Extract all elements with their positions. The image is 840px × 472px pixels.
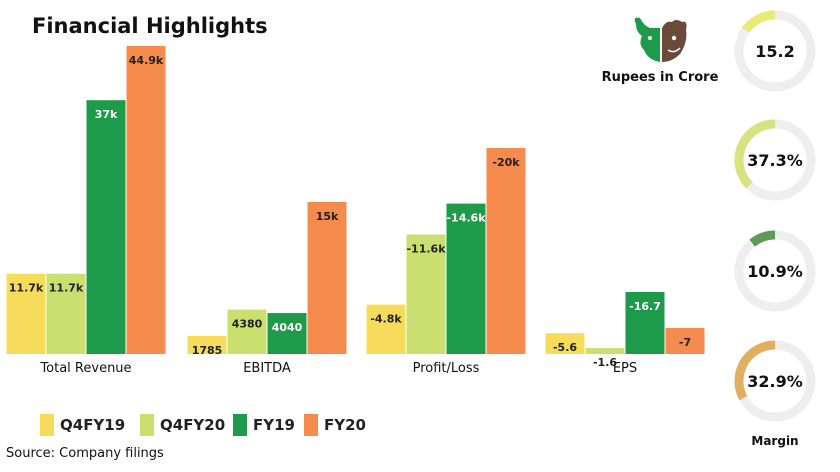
legend-swatch (304, 414, 318, 436)
bar-profit-loss-fy19 (446, 203, 486, 354)
bar-data-label: 44.9k (129, 54, 164, 67)
bar-data-label: 11.7k (49, 282, 84, 295)
gauge-eps: 15.2 (732, 8, 818, 94)
bar-profit-loss-q4fy20 (406, 234, 446, 354)
bar-data-label: -1.6 (593, 356, 617, 369)
category-label: Profit/Loss (413, 361, 480, 376)
gauge-arc (734, 340, 816, 422)
bar-data-label: -4.8k (370, 313, 402, 326)
source-note: Source: Company filings (6, 446, 164, 461)
bar-data-label: -7 (679, 336, 691, 349)
gauge-revenue-margin: 37.3% (732, 117, 818, 203)
bar-eps-q4fy20 (585, 348, 625, 354)
legend-item-q4fy19: Q4FY19 (40, 414, 125, 436)
bar-data-label: 4040 (272, 321, 303, 334)
bar-data-label: -20k (492, 156, 520, 169)
bar-data-label: 1785 (192, 344, 223, 357)
bar-data-label: 15k (316, 210, 339, 223)
gauge-arc (734, 230, 816, 312)
bar-data-label: 4380 (232, 318, 263, 331)
bar-profit-loss-q4fy19 (366, 304, 406, 354)
gauge-ring (734, 119, 816, 201)
bar-ebitda-q4fy20 (227, 309, 267, 354)
bar-data-label: -16.7 (629, 300, 661, 313)
gauge-ring (734, 10, 816, 92)
gauge-ring (734, 340, 816, 422)
bull-bear-logo-icon (634, 17, 687, 63)
chart-title: Financial Highlights (32, 14, 268, 38)
gauge-value: 32.9% (747, 371, 803, 391)
legend-label: Q4FY20 (160, 416, 226, 434)
legend-swatch (40, 414, 54, 436)
gauge-arc (734, 10, 816, 92)
gauge-net-margin: 32.9% (732, 338, 818, 424)
category-label: EBITDA (243, 361, 291, 376)
legend-label: FY20 (324, 416, 366, 434)
bar-data-label: 37k (95, 108, 118, 121)
legend-label: Q4FY19 (60, 416, 126, 434)
bar-data-label: -11.6k (406, 243, 446, 256)
bar-data-label: -5.6 (553, 341, 577, 354)
bar-total-revenue-q4fy19 (6, 273, 46, 354)
bar-eps-fy19 (625, 292, 665, 354)
legend-swatch (233, 414, 247, 436)
legend-swatch (140, 414, 154, 436)
gauge-ebitda-margin: 10.9% (732, 228, 818, 314)
legend-item-q4fy20: Q4FY20 (140, 414, 225, 436)
legend-item-fy20: FY20 (304, 414, 366, 436)
legend-label: FY19 (253, 416, 295, 434)
category-label: Total Revenue (39, 361, 131, 376)
bar-ebitda-q4fy19 (187, 335, 227, 354)
bar-total-revenue-q4fy20 (46, 273, 86, 354)
bar-eps-fy20 (665, 328, 705, 354)
gauge-value: 10.9% (747, 261, 803, 281)
legend-item-fy19: FY19 (233, 414, 295, 436)
category-label: EPS (613, 361, 637, 376)
gauge-ring (734, 230, 816, 312)
bar-data-label: -14.6k (446, 212, 486, 225)
gauge-value: 15.2 (755, 41, 795, 61)
bar-profit-loss-fy20 (486, 148, 526, 354)
bar-eps-q4fy19 (545, 333, 585, 354)
bar-data-label: 11.7k (9, 282, 44, 295)
bar-total-revenue-fy19 (86, 100, 126, 355)
unit-note: Rupees in Crore (601, 70, 719, 85)
gauge-arc (734, 119, 816, 201)
bar-ebitda-fy19 (267, 313, 307, 354)
gauge-caption: Margin (751, 434, 799, 448)
bar-ebitda-fy20 (307, 202, 347, 354)
bar-total-revenue-fy20 (126, 46, 166, 354)
gauge-value: 37.3% (747, 150, 803, 170)
